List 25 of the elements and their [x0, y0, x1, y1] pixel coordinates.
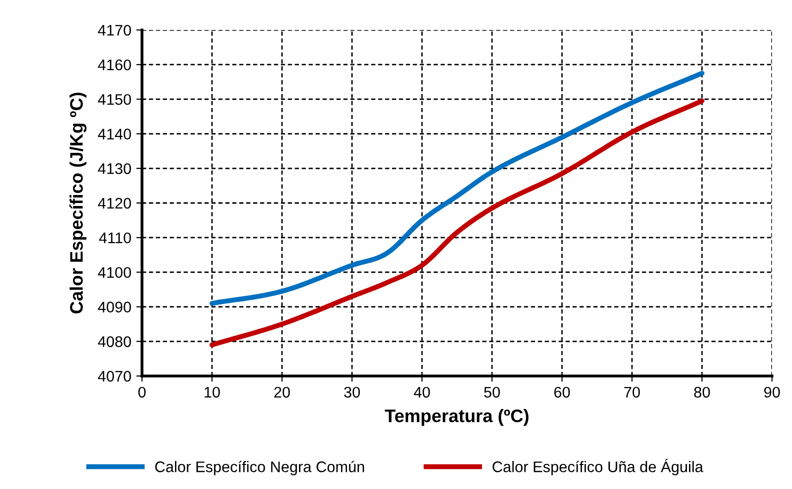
x-tick-label: 60 [554, 386, 570, 398]
x-tick-label: 90 [764, 386, 780, 398]
y-tick-label: 4130 [98, 163, 131, 174]
legend-label: Calor Específico Uña de Águila [492, 458, 704, 476]
x-tick-label: 50 [484, 386, 500, 398]
y-tick-label: 4140 [98, 128, 131, 140]
y-tick-label: 4150 [98, 94, 131, 105]
x-tick-label: 80 [694, 386, 710, 398]
x-tick-label: 20 [274, 386, 290, 398]
x-axis-title: Temperatura (ºC) [384, 408, 528, 426]
y-tick-label: 4170 [98, 24, 131, 36]
y-tick-label: 4090 [98, 302, 131, 312]
y-tick-label: 4080 [98, 336, 131, 348]
x-tick-label: 0 [138, 386, 146, 398]
x-tick-label: 30 [344, 386, 360, 398]
x-tick-label: 40 [414, 386, 430, 398]
x-tick-label: 70 [624, 386, 640, 398]
y-axis-title: Calor Específico (J/Kg ºC) [69, 92, 86, 314]
y-tick-label: 4100 [98, 267, 131, 278]
y-tick-label: 4120 [98, 198, 131, 209]
x-tick-label: 10 [204, 386, 220, 398]
y-tick-label: 4070 [98, 370, 131, 382]
y-tick-label: 4110 [99, 232, 131, 244]
legend-label: Calor Específico Negra Común [155, 460, 364, 476]
y-tick-label: 4160 [98, 59, 131, 70]
